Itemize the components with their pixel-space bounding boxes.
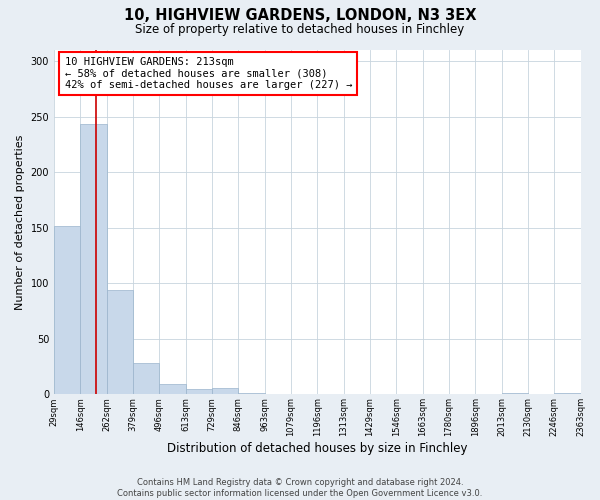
Text: Size of property relative to detached houses in Finchley: Size of property relative to detached ho…: [136, 22, 464, 36]
Y-axis label: Number of detached properties: Number of detached properties: [15, 134, 25, 310]
Bar: [133, 364, 160, 394]
Bar: [160, 384, 186, 394]
X-axis label: Distribution of detached houses by size in Finchley: Distribution of detached houses by size …: [167, 442, 467, 455]
Bar: [212, 388, 238, 394]
Bar: [186, 389, 212, 394]
Bar: [107, 290, 133, 395]
Text: 10 HIGHVIEW GARDENS: 213sqm
← 58% of detached houses are smaller (308)
42% of se: 10 HIGHVIEW GARDENS: 213sqm ← 58% of det…: [65, 57, 352, 90]
Bar: [80, 124, 107, 394]
Bar: [54, 226, 80, 394]
Text: 10, HIGHVIEW GARDENS, LONDON, N3 3EX: 10, HIGHVIEW GARDENS, LONDON, N3 3EX: [124, 8, 476, 22]
Text: Contains HM Land Registry data © Crown copyright and database right 2024.
Contai: Contains HM Land Registry data © Crown c…: [118, 478, 482, 498]
